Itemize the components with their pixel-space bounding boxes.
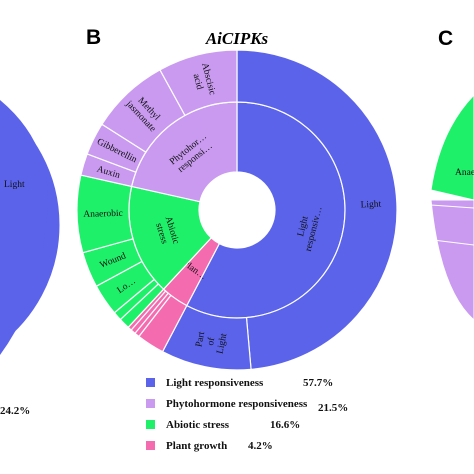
right-panel-fragment: C Anaero — [430, 27, 474, 321]
outer-label: Light — [360, 200, 381, 211]
legend-swatch-abiotic-stress — [146, 420, 155, 429]
right-panel-purple — [430, 199, 474, 321]
legend-swatch-plant-growth — [146, 441, 155, 450]
legend-swatch-light-responsiveness — [146, 378, 155, 387]
right-panel-label: Anaero — [455, 168, 474, 178]
outer-slice-abscisic-acid — [159, 49, 238, 117]
right-panel-green — [430, 94, 474, 201]
legend-label: Abiotic stress — [166, 419, 230, 431]
chart-title: AiCIPKs — [205, 29, 269, 48]
legend-swatch-phytohormone-responsiveness — [146, 399, 155, 408]
outer-label: Anaerobic — [83, 209, 123, 220]
legend-label: Light responsiveness — [166, 377, 264, 389]
legend-percent: 57.7% — [303, 377, 333, 389]
legend-percent: 4.2% — [248, 440, 273, 452]
legend-percent: 21.5% — [318, 402, 348, 414]
left-panel-percent: 24.2% — [0, 405, 30, 417]
right-panel-letter: C — [438, 27, 453, 50]
legend: Light responsiveness 57.7% Phytohormone re… — [146, 377, 348, 452]
left-panel-label: Light — [4, 180, 25, 190]
legend-label: Phytohormone responsiveness — [166, 398, 308, 410]
panel-letter-b: B — [86, 26, 101, 49]
sunburst-chart: Lightresponsiv…Plan…AbioticstressPhytoho… — [76, 49, 398, 371]
left-panel-fragment: Light 24.2% — [0, 100, 61, 417]
legend-label: Plant growth — [166, 440, 227, 452]
right-panel-divider — [430, 204, 474, 209]
left-panel-fill — [0, 100, 48, 355]
legend-percent: 16.6% — [270, 419, 300, 431]
right-panel-divider-2 — [432, 239, 474, 246]
outer-slice-light — [236, 49, 398, 371]
outer-label: PartofLight — [194, 328, 229, 355]
